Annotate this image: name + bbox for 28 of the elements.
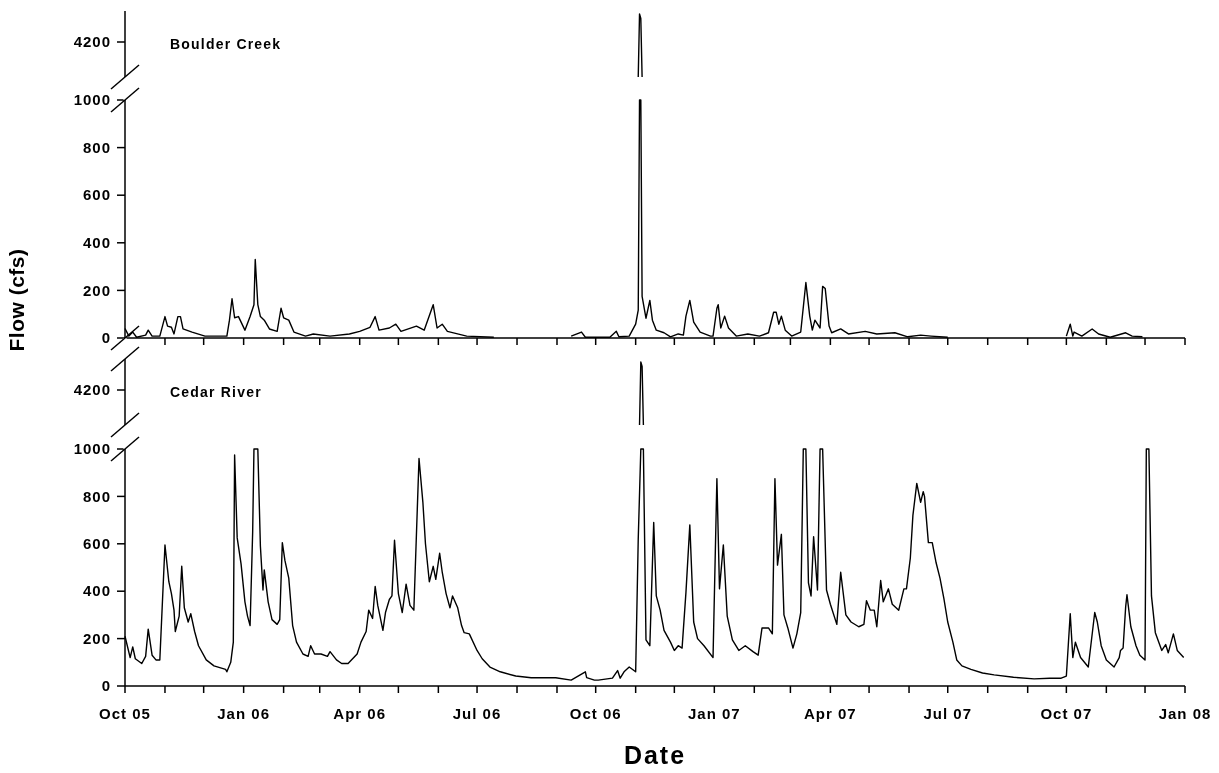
y-tick-label: 800 bbox=[82, 138, 111, 156]
y-tick-label: 1000 bbox=[73, 91, 111, 109]
x-tick-label: Oct 06 bbox=[569, 705, 622, 722]
x-tick-label: Jan 08 bbox=[1158, 705, 1212, 722]
text: 4200 bbox=[73, 33, 111, 51]
text: Cedar River bbox=[170, 383, 262, 400]
y-tick-label: 400 bbox=[82, 234, 111, 252]
text: Boulder Creek bbox=[170, 35, 282, 52]
y-tick-label: 200 bbox=[82, 281, 111, 299]
x-tick-label: Jan 06 bbox=[217, 705, 270, 722]
text: 4200 bbox=[73, 381, 111, 399]
y-tick-label: 600 bbox=[82, 186, 111, 204]
x-tick-label: Oct 05 bbox=[99, 705, 151, 722]
x-tick-label: Jan 07 bbox=[687, 705, 741, 722]
x-tick-label: Oct 07 bbox=[1040, 705, 1093, 722]
y-axis-title: Flow (cfs) bbox=[5, 248, 28, 352]
y-tick-label: 600 bbox=[82, 535, 111, 553]
x-tick-label: Jul 07 bbox=[923, 705, 972, 722]
x-tick-label: Jul 06 bbox=[452, 705, 502, 722]
y-tick-label: 200 bbox=[82, 629, 111, 647]
y-tick-label: 400 bbox=[82, 582, 111, 600]
y-tick-label: 0 bbox=[101, 329, 111, 347]
y-tick-label: 0 bbox=[101, 677, 111, 695]
x-axis-title: Date bbox=[623, 741, 687, 769]
x-tick-label: Apr 07 bbox=[804, 705, 857, 722]
x-tick-label: Apr 06 bbox=[333, 705, 387, 722]
y-tick-label: 1000 bbox=[73, 440, 111, 458]
y-tick-label: 800 bbox=[82, 487, 111, 505]
